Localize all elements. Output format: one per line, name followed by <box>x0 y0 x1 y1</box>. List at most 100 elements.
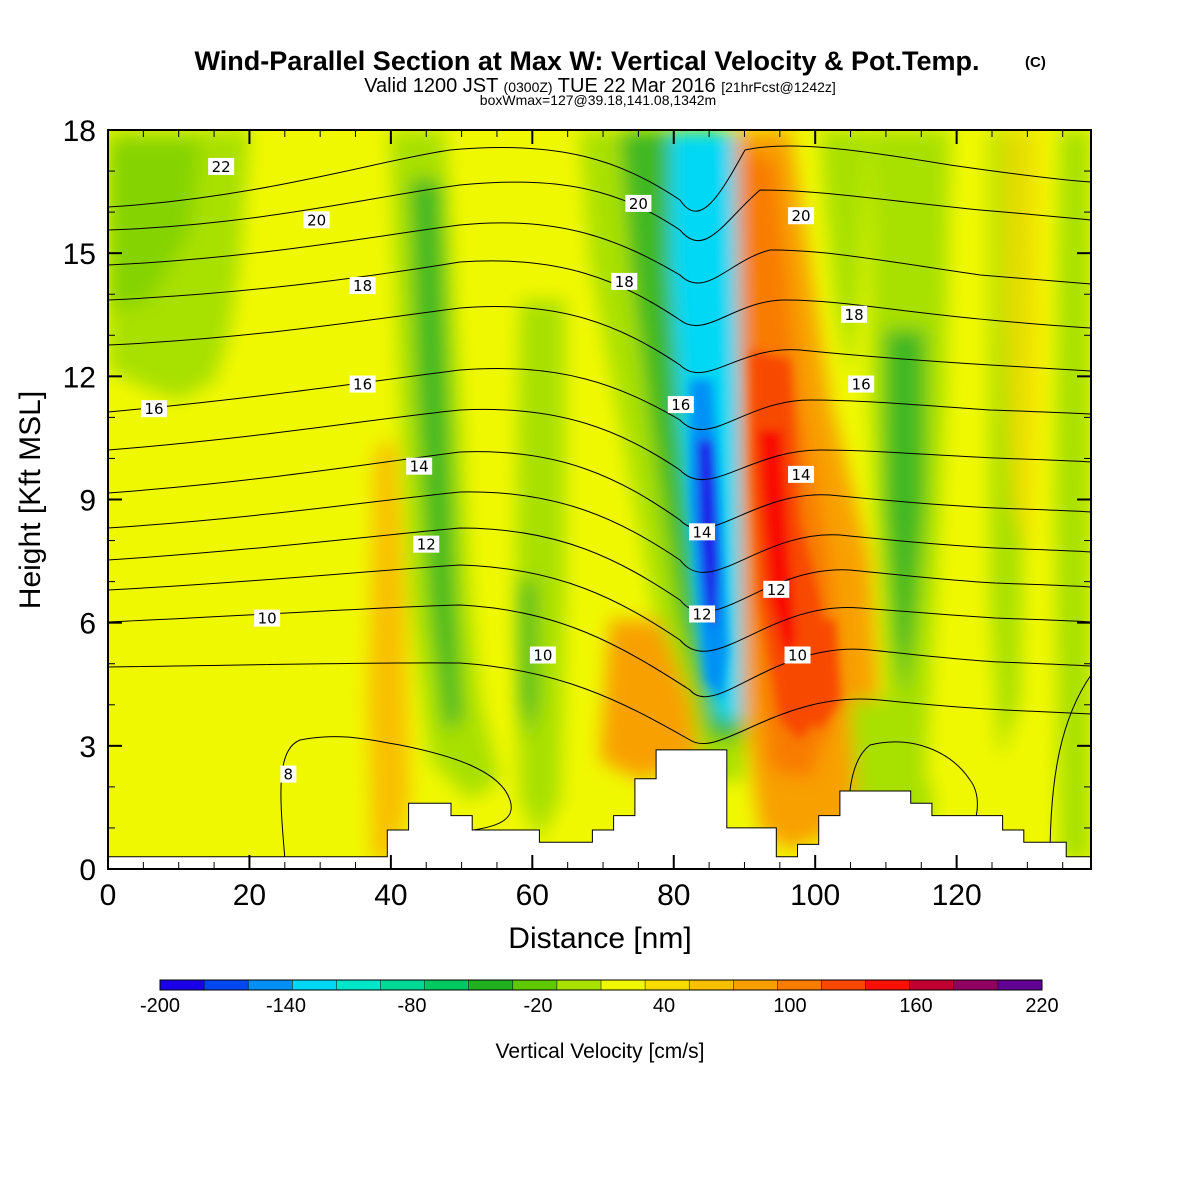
contour-label-text: 14 <box>410 458 429 476</box>
contour-label-text: 14 <box>692 523 711 541</box>
contour-label: 20 <box>625 194 652 213</box>
contour-label: 18 <box>841 305 868 324</box>
colorbar-tick-label: -200 <box>140 995 180 1017</box>
contour-label: 14 <box>689 523 716 541</box>
y-tick-label: 6 <box>79 608 96 641</box>
contour-label: 16 <box>140 400 167 418</box>
colorbar-swatch <box>777 980 822 990</box>
colorbar-swatch <box>248 980 293 990</box>
contour-label: 18 <box>611 272 638 291</box>
updraft-band-121nm <box>1000 130 1040 560</box>
colorbar-tick-label: -80 <box>398 995 427 1017</box>
y-tick-label: 12 <box>63 361 96 394</box>
colorbar-swatch <box>909 980 955 990</box>
subtitle-valid: Valid 1200 JST <box>364 75 498 97</box>
y-axis-label: Height [Kft MSL] <box>14 391 47 609</box>
contour-label: 10 <box>254 609 281 628</box>
contour-label: 8 <box>280 765 297 784</box>
colorbar-swatch <box>468 980 514 990</box>
y-tick-label: 15 <box>63 238 96 271</box>
contour-label: 10 <box>784 646 811 665</box>
downdraft-band-137nm <box>1055 130 1091 860</box>
colorbar-swatch <box>336 980 381 990</box>
contour-label-text: 16 <box>852 376 871 394</box>
x-tick-label: 40 <box>374 879 407 912</box>
contour-label: 20 <box>788 207 815 225</box>
colorbar-swatch <box>556 980 602 990</box>
x-tick-label: 100 <box>790 879 840 912</box>
contour-label-text: 10 <box>788 647 807 665</box>
contour-label-text: 10 <box>258 610 277 628</box>
y-tick-label: 18 <box>63 115 96 148</box>
colorbar-tick-label: -20 <box>524 995 553 1017</box>
colorbar-swatch <box>601 980 646 990</box>
contour-label-text: 8 <box>284 766 294 784</box>
colorbar-swatch <box>733 980 778 990</box>
colorbar-swatch <box>865 980 911 990</box>
colorbar-swatch <box>160 980 205 990</box>
downdraft-band-113nm-core <box>885 330 925 700</box>
contour-label: 14 <box>406 457 433 476</box>
colorbar-swatch <box>997 980 1043 990</box>
y-tick-label: 0 <box>79 854 96 887</box>
contour-label-text: 16 <box>671 396 690 414</box>
subtitle-fcst: [21hrFcst@1242z] <box>721 79 836 95</box>
contour-label-text: 12 <box>692 605 711 623</box>
x-tick-label: 20 <box>233 879 266 912</box>
colorbar-label: Vertical Velocity [cm/s] <box>496 1040 705 1063</box>
contour-label-text: 20 <box>792 207 811 225</box>
x-tick-label: 60 <box>516 879 549 912</box>
plot-area: 22 20 18 16 16 14 12 10 10 8 20 18 16 14 12 20 18 16 14 12 1… <box>108 130 1091 869</box>
contour-label-text: 20 <box>629 195 648 213</box>
contour-label: 20 <box>303 211 330 229</box>
contour-label: 22 <box>208 157 235 176</box>
contour-label-text: 18 <box>353 277 372 295</box>
contour-label: 16 <box>349 375 376 394</box>
x-tick-label: 0 <box>100 879 117 912</box>
axis-ticks: 0 20 40 60 80 100 120 0 3 6 9 12 15 18 <box>63 115 1091 912</box>
contour-label: 14 <box>788 465 815 484</box>
colorbar-tick-label: 100 <box>773 995 806 1017</box>
downdraft-band-59nm <box>515 300 565 840</box>
colorbar-tick-label: 220 <box>1025 995 1058 1017</box>
chart-subtitle-2: boxWmax=127@39.18,141.08,1342m <box>480 92 716 108</box>
colorbar-tick-label: 40 <box>653 995 675 1017</box>
x-tick-label: 80 <box>657 879 690 912</box>
colorbar: -200 -140 -80 -20 40 100 160 220 <box>140 979 1059 1017</box>
colorbar-swatch <box>821 980 867 990</box>
colorbar-swatch <box>380 980 426 990</box>
contour-label: 16 <box>667 396 694 414</box>
colorbar-swatch <box>512 980 558 990</box>
contour-label: 12 <box>689 605 716 623</box>
updraft-band-38nm <box>368 440 410 860</box>
contour-label-text: 12 <box>767 581 786 599</box>
x-tick-label: 120 <box>932 879 982 912</box>
colorbar-swatch <box>292 980 337 990</box>
contour-label-text: 16 <box>353 376 372 394</box>
subtitle-date: TUE 22 Mar 2016 <box>558 75 716 97</box>
colorbar-tick-label: 160 <box>899 995 932 1017</box>
contour-label: 10 <box>529 646 556 665</box>
contour-label-text: 18 <box>845 306 864 324</box>
colorbar-swatch <box>424 980 470 990</box>
contour-label-text: 20 <box>307 211 326 229</box>
colorbar-swatch <box>953 980 999 990</box>
colorbar-tick-label: -140 <box>266 995 306 1017</box>
upper-left-sinking-core <box>108 140 200 310</box>
y-tick-label: 3 <box>79 731 96 764</box>
colorbar-swatch <box>645 980 690 990</box>
y-tick-label: 9 <box>79 485 96 518</box>
contour-label: 12 <box>763 580 790 599</box>
contour-label-text: 14 <box>792 466 811 484</box>
contour-label-text: 18 <box>615 273 634 291</box>
updraft-lower-76nm <box>600 620 700 780</box>
subtitle-utc: (0300Z) <box>504 79 553 95</box>
title-mark: (C) <box>1025 54 1046 71</box>
contour-label-text: 12 <box>417 536 436 554</box>
contour-label-text: 22 <box>212 158 231 176</box>
colorbar-swatch <box>689 980 734 990</box>
contour-label-text: 10 <box>533 647 552 665</box>
chart-subtitle: Valid 1200 JST (0300Z) TUE 22 Mar 2016 [… <box>364 75 836 97</box>
colorbar-swatch <box>204 980 249 990</box>
